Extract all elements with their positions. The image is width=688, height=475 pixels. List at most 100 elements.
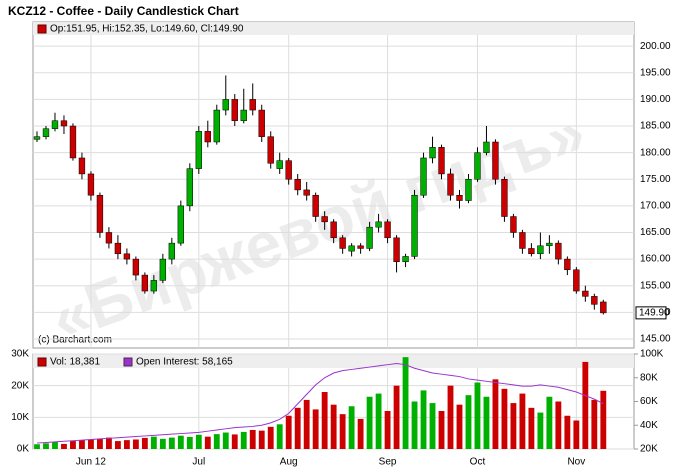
- candle-body: [186, 168, 193, 207]
- candle-body: [411, 194, 418, 257]
- candle-body: [555, 242, 562, 260]
- candle-body: [483, 141, 490, 153]
- candle-body: [492, 141, 499, 180]
- candle-body: [546, 242, 553, 247]
- legend-text: Open Interest: 58,165: [136, 357, 233, 368]
- volume-bar: [357, 418, 364, 449]
- volume-bar: [294, 407, 301, 449]
- volume-bar: [97, 438, 103, 449]
- volume-bar: [402, 357, 409, 449]
- volume-bar: [249, 430, 256, 449]
- candle-body: [240, 109, 247, 121]
- volume-bar: [348, 406, 355, 449]
- volume-bar: [573, 420, 580, 449]
- legend-swatch: [37, 24, 47, 34]
- y-tick-label: 10K: [11, 412, 29, 423]
- volume-bar: [303, 399, 310, 449]
- legend-text: Op:151.95, Hi:152.35, Lo:149.60, Cl:149.…: [50, 24, 244, 35]
- volume-bar: [411, 401, 418, 449]
- volume-bar: [88, 439, 94, 449]
- candle-body: [573, 269, 580, 292]
- y-tick-label: 180.00: [640, 147, 671, 158]
- candle-body: [60, 120, 68, 127]
- volume-bar: [141, 437, 148, 449]
- candle-body: [591, 296, 598, 305]
- volume-bar: [177, 435, 184, 449]
- candle-body: [87, 173, 95, 196]
- volume-bar: [79, 440, 85, 449]
- candle-body: [456, 194, 463, 201]
- volume-bar: [537, 412, 544, 449]
- y2-tick-label: 40K: [640, 420, 658, 431]
- volume-bar: [420, 390, 427, 449]
- volume-bar: [114, 441, 121, 449]
- volume-bar: [231, 434, 238, 449]
- candle-body: [177, 205, 184, 244]
- volume-bar: [456, 404, 463, 449]
- legend-strip: [33, 354, 634, 368]
- candle-body: [114, 242, 122, 255]
- volume-bar: [339, 414, 346, 449]
- candle-body: [348, 245, 355, 252]
- candle-body: [204, 131, 211, 143]
- volume-bar: [321, 392, 328, 449]
- candle-body: [474, 152, 481, 180]
- volume-bar: [150, 436, 157, 449]
- candle-body: [393, 237, 400, 263]
- volume-bar: [582, 361, 589, 449]
- y-tick-label: 170.00: [640, 201, 671, 212]
- volume-bar: [330, 404, 337, 449]
- candle-body: [132, 258, 140, 276]
- volume-bar: [501, 388, 508, 449]
- candle-body: [537, 245, 544, 255]
- candle-body: [339, 237, 346, 249]
- candle-body: [510, 216, 517, 233]
- candle-body: [123, 253, 131, 260]
- candle-body: [582, 290, 589, 297]
- volume-bar: [528, 407, 535, 449]
- volume-bar: [285, 415, 292, 449]
- candle-body: [321, 216, 328, 223]
- candle-body: [69, 125, 77, 159]
- y-tick-label: 155.00: [640, 280, 671, 291]
- candle-body: [195, 131, 202, 169]
- volume-bar: [61, 443, 67, 449]
- x-tick-label: Sep: [379, 457, 397, 468]
- volume-bar: [375, 393, 382, 449]
- y-tick-label: 195.00: [640, 67, 671, 78]
- last-price-label: 149.90: [639, 308, 670, 319]
- candle-body: [402, 256, 409, 263]
- y-tick-label: 145.00: [640, 334, 671, 345]
- candle-body: [420, 157, 427, 196]
- candle-body: [141, 274, 149, 292]
- y-tick-label: 185.00: [640, 121, 671, 132]
- volume-bar: [465, 395, 472, 449]
- volume-bar: [222, 432, 229, 449]
- legend-text: Vol: 18,381: [50, 357, 100, 368]
- volume-bar: [105, 437, 112, 449]
- x-tick-label: Nov: [567, 457, 585, 468]
- price-panel: [32, 21, 635, 349]
- y-tick-label: 190.00: [640, 94, 671, 105]
- volume-bar: [267, 426, 274, 449]
- candle-body: [600, 301, 607, 314]
- candle-body: [366, 226, 373, 249]
- candle-body: [276, 160, 283, 169]
- candle-body: [78, 157, 86, 175]
- volume-bar: [384, 411, 391, 449]
- x-tick-label: Aug: [280, 457, 298, 468]
- volume-bar: [600, 390, 607, 449]
- volume-bar: [447, 385, 454, 449]
- candle-body: [501, 179, 508, 217]
- candle-body: [330, 221, 337, 239]
- volume-bar: [123, 440, 130, 449]
- open-interest-line: [36, 362, 604, 444]
- volume-bar: [70, 441, 76, 449]
- candle-body: [231, 99, 238, 121]
- volume-bar: [204, 436, 211, 449]
- volume-bar: [546, 396, 553, 449]
- volume-bar: [258, 430, 265, 449]
- candle-body: [249, 99, 256, 111]
- legend-strip: [33, 22, 634, 35]
- volume-bar: [591, 399, 598, 449]
